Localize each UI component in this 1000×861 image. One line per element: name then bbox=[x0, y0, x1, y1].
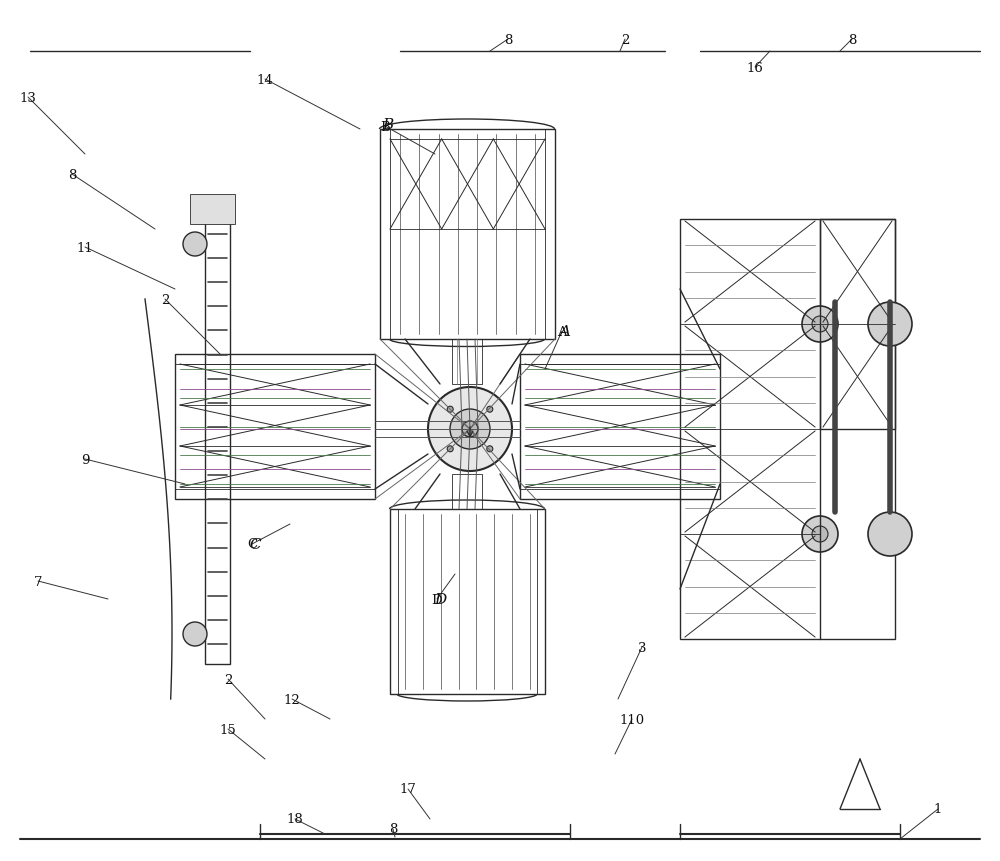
Text: 12: 12 bbox=[284, 693, 300, 706]
Text: 8: 8 bbox=[68, 168, 76, 182]
Text: 2: 2 bbox=[224, 672, 232, 685]
Text: 16: 16 bbox=[747, 61, 763, 74]
Circle shape bbox=[802, 307, 838, 343]
Circle shape bbox=[812, 526, 828, 542]
Circle shape bbox=[868, 303, 912, 347]
Bar bbox=[680, 220, 895, 639]
Text: C: C bbox=[249, 537, 261, 551]
Bar bbox=[390, 510, 545, 694]
Bar bbox=[380, 130, 555, 339]
Bar bbox=[452, 339, 482, 385]
Circle shape bbox=[450, 410, 490, 449]
Text: 2: 2 bbox=[621, 34, 629, 46]
Bar bbox=[175, 355, 375, 499]
Text: A: A bbox=[557, 325, 567, 338]
Text: 8: 8 bbox=[848, 34, 856, 46]
Text: D: D bbox=[432, 593, 442, 606]
Text: D: D bbox=[434, 592, 446, 606]
Bar bbox=[190, 195, 235, 225]
Circle shape bbox=[183, 623, 207, 647]
Text: A: A bbox=[560, 325, 570, 338]
Text: 8: 8 bbox=[504, 34, 512, 46]
Text: 15: 15 bbox=[220, 722, 236, 735]
Circle shape bbox=[447, 406, 453, 412]
Text: 7: 7 bbox=[34, 575, 42, 588]
Circle shape bbox=[487, 446, 493, 452]
Circle shape bbox=[183, 232, 207, 257]
Text: C: C bbox=[247, 538, 257, 551]
Text: B: B bbox=[380, 121, 390, 133]
Circle shape bbox=[802, 517, 838, 553]
Bar bbox=[452, 474, 482, 510]
Text: 2: 2 bbox=[161, 293, 169, 307]
Circle shape bbox=[812, 317, 828, 332]
Bar bbox=[820, 220, 895, 430]
Circle shape bbox=[868, 512, 912, 556]
Text: 9: 9 bbox=[81, 453, 89, 466]
Text: 11: 11 bbox=[77, 241, 93, 254]
Circle shape bbox=[428, 387, 512, 472]
Text: 14: 14 bbox=[257, 73, 273, 86]
Text: 3: 3 bbox=[638, 641, 646, 653]
Bar bbox=[520, 355, 720, 499]
Text: 18: 18 bbox=[287, 813, 303, 826]
Circle shape bbox=[487, 406, 493, 412]
Text: 13: 13 bbox=[20, 91, 36, 104]
Text: 1: 1 bbox=[934, 802, 942, 815]
Circle shape bbox=[447, 446, 453, 452]
Circle shape bbox=[462, 422, 478, 437]
Text: 17: 17 bbox=[400, 783, 416, 796]
Text: 110: 110 bbox=[619, 713, 645, 726]
Text: B: B bbox=[382, 118, 394, 132]
Text: 8: 8 bbox=[389, 822, 397, 835]
Bar bbox=[205, 214, 230, 664]
